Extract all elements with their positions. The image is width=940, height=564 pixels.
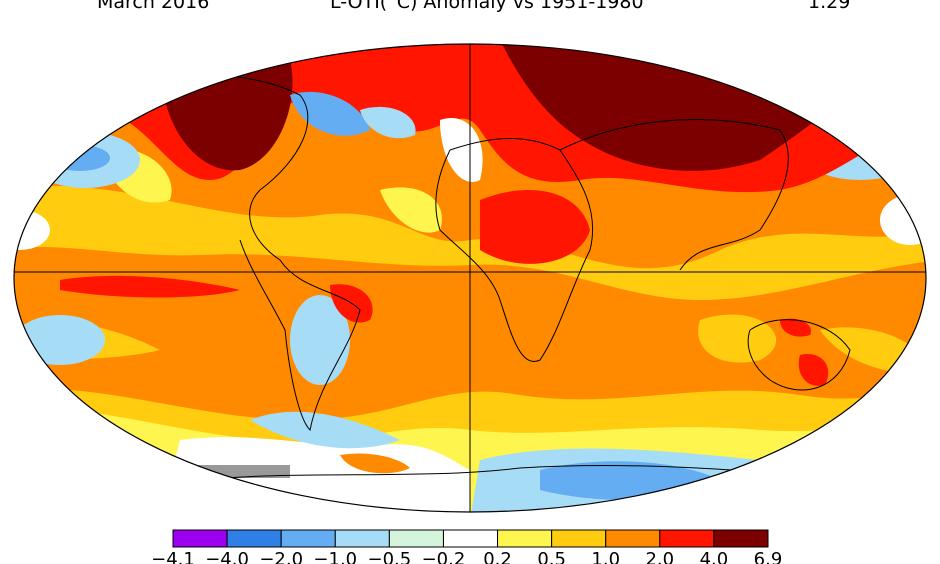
legend-label: −0.5: [368, 549, 412, 564]
legend-label: −1.0: [313, 549, 357, 564]
legend-swatch: [605, 529, 661, 548]
legend-label: −2.0: [259, 549, 303, 564]
legend-swatch: [388, 529, 444, 548]
legend-label: −0.2: [422, 549, 466, 564]
legend-swatch: [226, 529, 282, 548]
legend-label: −4.0: [205, 549, 249, 564]
legend-label: −4.1: [151, 549, 195, 564]
legend-label: 6.9: [754, 549, 783, 564]
legend-swatch: [713, 529, 769, 548]
legend-swatch: [551, 529, 607, 548]
legend-label: 0.2: [483, 549, 512, 564]
color-legend: −4.1 −4.0 −2.0 −1.0 −0.5 −0.2 0.2 0.5 1.0 2.0 4.0 6…: [151, 529, 783, 564]
map-title: L-OTI(°C) Anomaly vs 1951-1980: [330, 0, 644, 13]
legend-swatch: [442, 529, 499, 548]
legend-swatch: [659, 529, 715, 548]
legend-label: 4.0: [700, 549, 729, 564]
legend-label: 2.0: [645, 549, 674, 564]
legend-swatch: [172, 529, 228, 548]
legend-label: 1.0: [591, 549, 620, 564]
global-mean: 1.29: [808, 0, 850, 13]
legend-swatch: [334, 529, 390, 548]
legend-swatch: [497, 529, 553, 548]
legend-swatch: [280, 529, 336, 548]
date: March 2016: [97, 0, 209, 13]
legend-label: 0.5: [537, 549, 566, 564]
